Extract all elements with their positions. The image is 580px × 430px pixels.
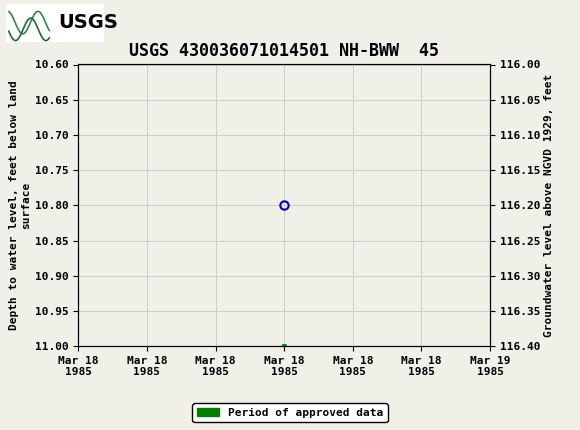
Bar [6, 3, 104, 42]
Y-axis label: Depth to water level, feet below land
surface: Depth to water level, feet below land su… [9, 80, 31, 330]
Legend: Period of approved data: Period of approved data [193, 403, 387, 422]
Title: USGS 430036071014501 NH-BWW  45: USGS 430036071014501 NH-BWW 45 [129, 42, 439, 60]
Y-axis label: Groundwater level above NGVD 1929, feet: Groundwater level above NGVD 1929, feet [545, 74, 554, 337]
Text: USGS: USGS [58, 13, 118, 32]
